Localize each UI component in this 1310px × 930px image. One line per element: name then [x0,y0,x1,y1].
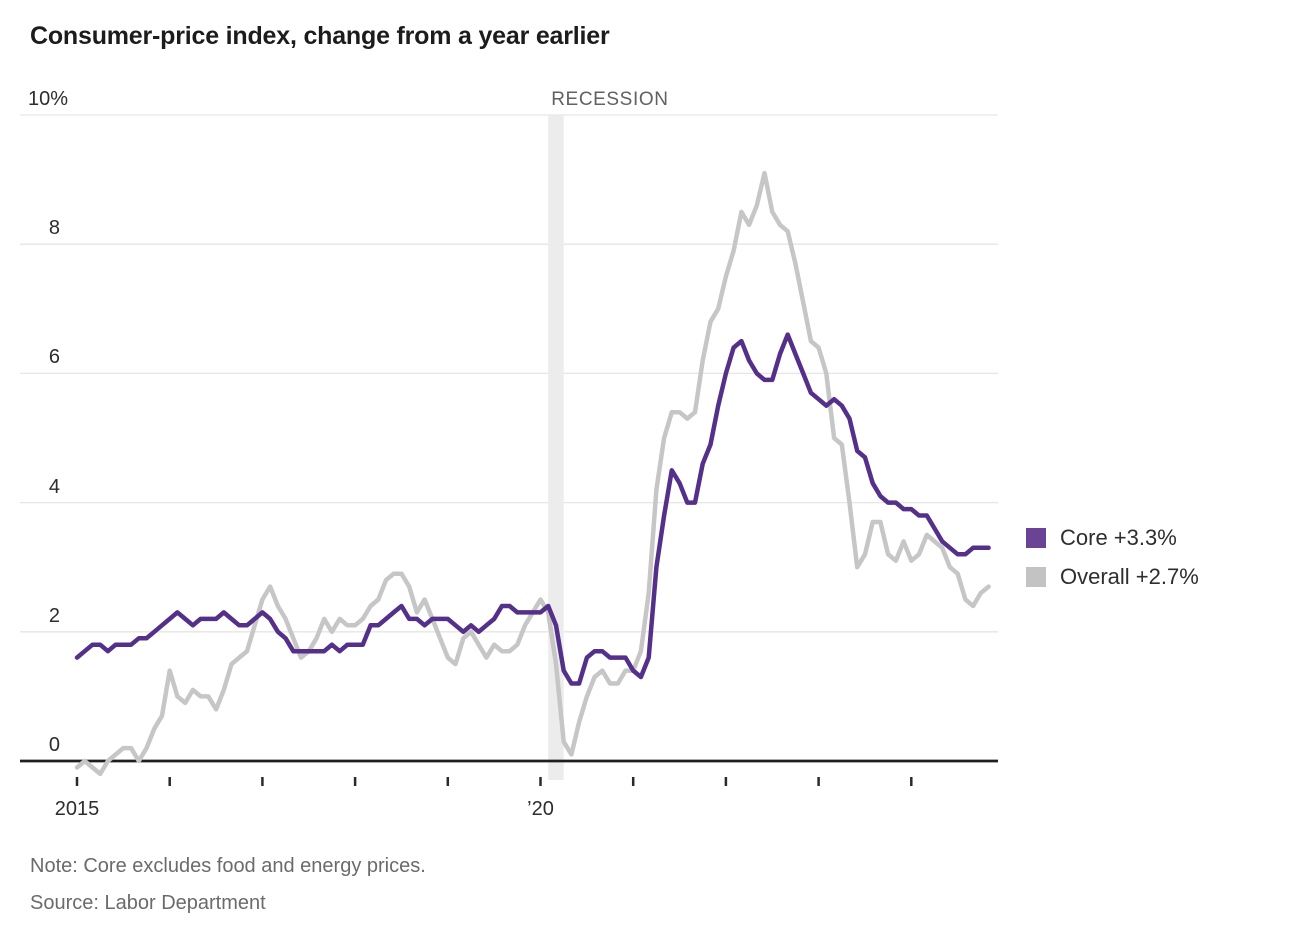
core-line [74,332,991,686]
chart-legend: Core +3.3% Overall +2.7% [1026,525,1199,606]
y-axis-label-10pct: 10% [28,88,69,110]
y-axis-label-6: 6 [48,346,60,369]
legend-row-overall: Overall +2.7% [1026,564,1199,589]
y-axis-label-0: 0 [48,734,60,756]
legend-row-core: Core +3.3% [1026,525,1199,550]
y-axis-label-2: 2 [48,604,60,627]
chart-source: Source: Labor Department [30,892,266,914]
chart-note: Note: Core excludes food and energy pric… [30,855,426,877]
x-axis-label-2015: 2015 [54,798,100,820]
core-legend-swatch-icon [1026,528,1046,548]
y-axis-label-8: 8 [48,217,60,240]
y-axis-label-4: 4 [48,475,60,498]
core-legend-label: Core +3.3% [1060,525,1177,550]
overall-legend-label: Overall +2.7% [1060,564,1199,589]
x-axis-label-2020: ’20 [527,798,554,820]
recession-label: RECESSION [551,89,669,110]
overall-line [74,170,991,777]
overall-legend-swatch-icon [1026,567,1046,587]
chart-title: Consumer-price index, change from a year… [30,22,610,50]
